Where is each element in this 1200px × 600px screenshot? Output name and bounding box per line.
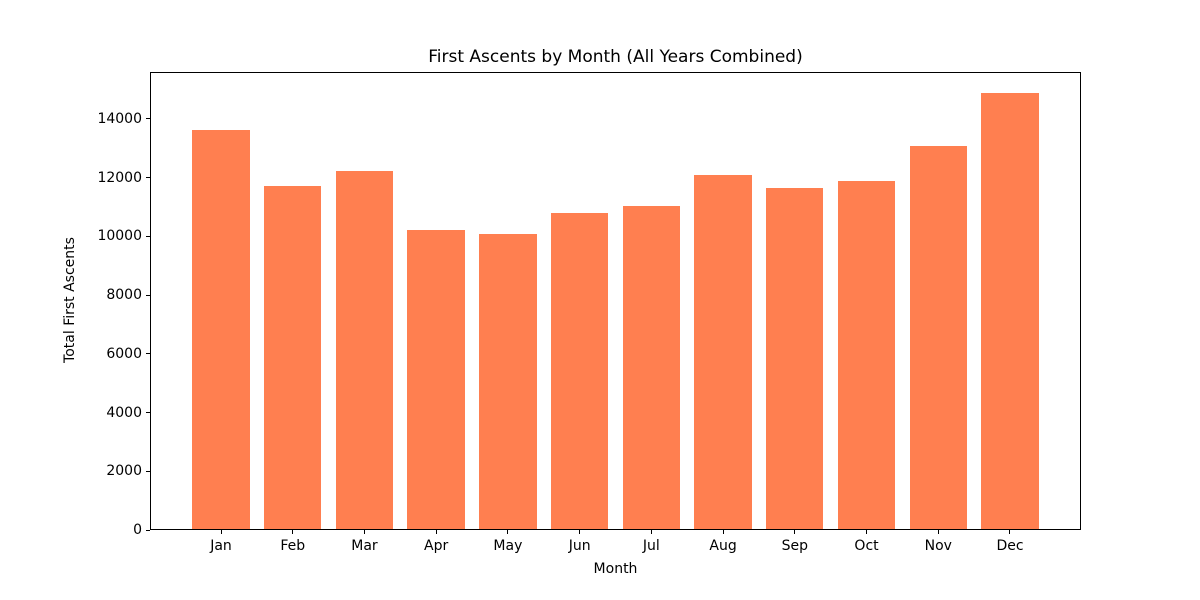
x-tick-label-oct: Oct — [854, 538, 879, 554]
x-tick-label-apr: Apr — [424, 538, 449, 554]
y-tick-label-6000: 6000 — [106, 345, 142, 362]
y-tick-mark — [146, 353, 150, 355]
y-tick-label-10000: 10000 — [97, 228, 142, 245]
x-tick-mark — [722, 530, 724, 534]
y-tick-mark — [146, 235, 150, 237]
y-tick-label-2000: 2000 — [106, 463, 142, 480]
bar-feb — [264, 185, 322, 529]
y-tick-label-4000: 4000 — [106, 404, 142, 421]
bar-jul — [622, 206, 681, 529]
y-tick-mark — [146, 412, 150, 414]
bar-oct — [837, 181, 896, 529]
y-tick-mark — [146, 294, 150, 296]
bar-sep — [766, 188, 824, 529]
x-tick-label-jul: Jul — [642, 538, 660, 554]
chart-title: First Ascents by Month (All Years Combin… — [428, 47, 803, 67]
x-tick-label-dec: Dec — [996, 538, 1024, 554]
y-tick-mark — [146, 470, 150, 472]
x-tick-mark — [1009, 530, 1011, 534]
y-tick-label-0: 0 — [133, 522, 142, 538]
x-tick-mark — [507, 530, 509, 534]
x-tick-label-sep: Sep — [781, 538, 808, 554]
bar-dec — [981, 93, 1039, 529]
y-tick-mark — [146, 118, 150, 120]
x-tick-mark — [292, 530, 294, 534]
bar-apr — [407, 229, 465, 529]
x-tick-mark — [435, 530, 437, 534]
y-tick-label-14000: 14000 — [97, 110, 142, 127]
x-tick-mark — [579, 530, 581, 534]
x-tick-label-jan: Jan — [210, 538, 232, 554]
y-tick-mark — [146, 529, 150, 531]
x-tick-label-mar: Mar — [351, 538, 378, 554]
y-tick-label-8000: 8000 — [106, 287, 142, 304]
x-tick-label-feb: Feb — [280, 538, 306, 554]
y-tick-mark — [146, 177, 150, 179]
bar-mar — [335, 170, 394, 529]
x-tick-label-aug: Aug — [709, 538, 737, 554]
bar-jun — [550, 213, 609, 529]
x-tick-mark — [363, 530, 365, 534]
bar-jan — [192, 129, 250, 529]
x-tick-label-may: May — [493, 538, 523, 554]
bar-nov — [909, 145, 967, 529]
x-tick-mark — [650, 530, 652, 534]
bar-may — [479, 233, 537, 529]
x-tick-label-jun: Jun — [568, 538, 591, 554]
x-axis-label: Month — [593, 561, 638, 577]
x-tick-mark — [866, 530, 868, 534]
x-tick-label-nov: Nov — [924, 538, 952, 554]
plot-area — [150, 72, 1081, 530]
x-tick-mark — [937, 530, 939, 534]
y-tick-label-12000: 12000 — [97, 169, 142, 186]
x-tick-mark — [794, 530, 796, 534]
bar-aug — [694, 175, 752, 529]
x-tick-mark — [220, 530, 222, 534]
